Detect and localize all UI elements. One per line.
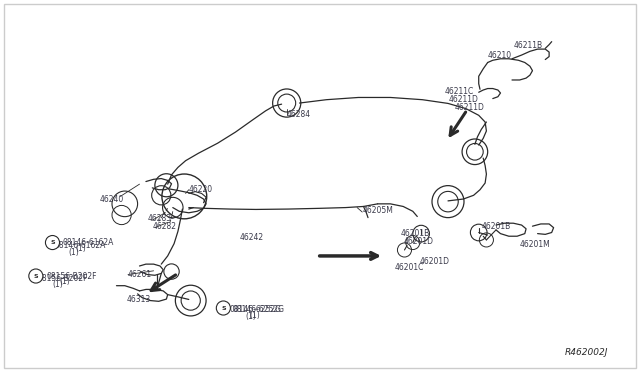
Text: 46240: 46240 [99,195,124,203]
Text: (1): (1) [245,312,256,321]
Text: 46201D: 46201D [403,237,433,246]
Text: 08146-6252G: 08146-6252G [229,305,281,314]
Text: S: S [33,273,38,279]
Text: 46201B: 46201B [481,222,511,231]
Text: 46211C: 46211C [445,87,474,96]
Text: (1): (1) [52,280,63,289]
Text: 08156-B202F: 08156-B202F [37,274,88,283]
Text: 46261: 46261 [128,270,152,279]
Text: 46313: 46313 [127,295,151,304]
Text: S: S [221,305,226,311]
Text: 46211D: 46211D [449,95,479,104]
Text: 46211B: 46211B [514,41,543,50]
Text: 46201M: 46201M [520,240,550,249]
Text: 46201D: 46201D [419,257,449,266]
Text: 08146-6162A: 08146-6162A [63,238,114,247]
Text: 08156-B202F: 08156-B202F [46,272,97,280]
Text: (1): (1) [59,278,70,286]
Text: R462002J: R462002J [564,348,608,357]
Circle shape [216,301,230,315]
Text: 46283-: 46283- [147,214,174,223]
Text: 46211D: 46211D [454,103,484,112]
Text: 46201B: 46201B [401,229,430,238]
Text: (1): (1) [68,248,79,257]
Text: S: S [50,240,55,245]
Text: 46220: 46220 [189,185,213,194]
Text: 46201C: 46201C [395,263,424,272]
Text: 46284: 46284 [287,110,311,119]
Text: 46210: 46210 [488,51,512,60]
Text: (1): (1) [75,244,86,253]
Text: 08146-6162A: 08146-6162A [54,241,106,250]
Text: 46282: 46282 [152,222,177,231]
Circle shape [45,235,60,250]
Text: 08146-6252G: 08146-6252G [233,305,285,314]
Text: 46205M: 46205M [362,206,393,215]
Text: 46242: 46242 [240,233,264,242]
Circle shape [29,269,43,283]
Text: (1): (1) [250,311,260,320]
